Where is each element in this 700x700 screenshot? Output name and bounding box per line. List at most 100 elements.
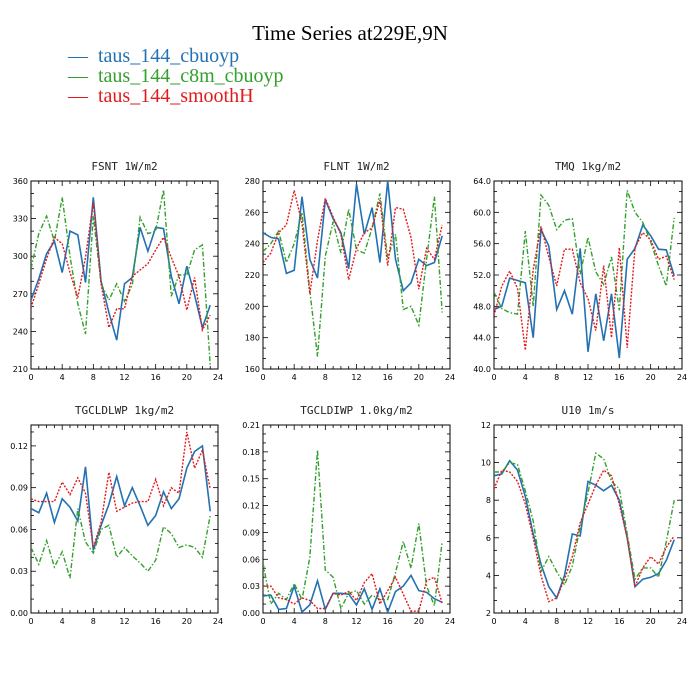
series-line — [31, 508, 211, 579]
series-line — [31, 444, 211, 551]
x-tick-label: 20 — [182, 373, 192, 382]
y-tick-label: 0.06 — [10, 525, 28, 534]
series-line — [263, 190, 443, 294]
y-tick-label: 360 — [13, 177, 28, 186]
y-tick-label: 44.0 — [473, 334, 491, 343]
series-line — [31, 189, 211, 366]
x-tick-label: 16 — [614, 617, 624, 626]
legend-label: taus_144_smoothH — [98, 85, 254, 107]
x-tick-label: 4 — [523, 373, 528, 382]
y-tick-label: 160 — [245, 365, 260, 374]
x-tick-label: 20 — [414, 617, 424, 626]
series-line — [31, 431, 211, 548]
series-line — [263, 193, 443, 357]
series-line — [31, 202, 211, 333]
y-tick-label: 0.12 — [242, 502, 260, 511]
x-tick-label: 12 — [583, 617, 593, 626]
y-tick-label: 200 — [245, 302, 260, 311]
y-tick-label: 0.00 — [242, 609, 260, 618]
figure-title: Time Series at229E,9N — [252, 21, 448, 45]
series-line — [494, 226, 675, 351]
chart-panel: TGCLDLWP 1kg/m2 0 4 8 12 16 20 24 0.00 0.03 0.06 0.… — [10, 404, 223, 626]
legend-label: taus_144_c8m_cbuoyp — [98, 65, 284, 87]
x-tick-label: 24 — [445, 373, 455, 382]
y-tick-label: 0.00 — [10, 609, 28, 618]
y-tick-label: 0.09 — [242, 528, 260, 537]
chart-panel: TGCLDIWP 1.0kg/m2 0 4 8 12 16 20 24 0.00 0.03 0.06… — [242, 404, 455, 626]
y-tick-label: 270 — [13, 290, 28, 299]
x-tick-label: 16 — [614, 373, 624, 382]
x-tick-label: 24 — [677, 373, 687, 382]
x-tick-label: 4 — [292, 617, 297, 626]
y-tick-label: 0.03 — [242, 582, 260, 591]
series-line — [494, 223, 675, 359]
y-tick-label: 0.18 — [242, 448, 260, 457]
y-tick-label: 10 — [481, 459, 491, 468]
y-tick-label: 0.21 — [242, 421, 260, 430]
x-tick-label: 8 — [323, 617, 328, 626]
legend-marker: — — [67, 65, 89, 87]
x-tick-label: 16 — [383, 373, 393, 382]
y-tick-label: 8 — [486, 496, 491, 505]
x-tick-label: 0 — [28, 617, 33, 626]
x-tick-label: 4 — [60, 373, 65, 382]
x-tick-label: 20 — [182, 617, 192, 626]
x-tick-label: 12 — [583, 373, 593, 382]
x-tick-label: 24 — [445, 617, 455, 626]
y-tick-label: 280 — [245, 177, 260, 186]
legend-item: — taus_144_c8m_cbuoyp — [67, 65, 284, 87]
legend-label: taus_144_cbuoyp — [98, 45, 239, 67]
chart-panel: TMQ 1kg/m2 0 4 8 12 16 20 24 40.0 44.0 48.0 52.0 56.… — [473, 160, 687, 382]
x-tick-label: 16 — [383, 617, 393, 626]
x-tick-label: 8 — [554, 617, 559, 626]
x-tick-label: 16 — [151, 617, 161, 626]
x-tick-label: 24 — [677, 617, 687, 626]
x-tick-label: 12 — [119, 373, 129, 382]
y-tick-label: 12 — [481, 421, 491, 430]
x-tick-label: 4 — [523, 617, 528, 626]
series-line — [494, 452, 675, 587]
y-tick-label: 48.0 — [473, 302, 491, 311]
series-line — [494, 190, 675, 316]
y-tick-label: 52.0 — [473, 271, 491, 280]
legend-item: — taus_144_smoothH — [67, 85, 254, 107]
y-tick-label: 330 — [13, 215, 28, 224]
series-line — [263, 573, 443, 613]
chart-grid: FSNT 1W/m20 4 8 12 16 20 24210240270300330360F… — [10, 160, 687, 626]
panel-title: U10 1m/s — [562, 404, 615, 417]
chart-panel: FLNT 1W/m2 0 4 8 12 16 20 24 160 180 200 220 240 260 2… — [245, 160, 455, 382]
y-tick-label: 260 — [245, 208, 260, 217]
x-tick-label: 0 — [491, 373, 496, 382]
y-tick-label: 210 — [13, 365, 28, 374]
x-tick-label: 8 — [91, 373, 96, 382]
legend-marker: — — [67, 45, 89, 67]
x-tick-label: 12 — [351, 617, 361, 626]
y-tick-label: 0.06 — [242, 555, 260, 564]
y-tick-label: 0.09 — [10, 484, 28, 493]
x-tick-label: 24 — [213, 373, 223, 382]
series-line — [263, 450, 443, 611]
x-tick-label: 4 — [292, 373, 297, 382]
chart-panel: FSNT 1W/m2 0 4 8 12 16 20 24 210 240 270 300 330 360 — [13, 160, 223, 382]
y-tick-label: 60.0 — [473, 208, 491, 217]
y-tick-label: 240 — [245, 240, 260, 249]
panel-title: TMQ 1kg/m2 — [555, 160, 621, 173]
x-tick-label: 0 — [260, 617, 265, 626]
x-tick-label: 20 — [414, 373, 424, 382]
panel-title: TGCLDIWP 1.0kg/m2 — [300, 404, 413, 417]
legend-item: — taus_144_cbuoyp — [67, 45, 239, 67]
y-tick-label: 0.12 — [10, 442, 28, 451]
x-tick-label: 12 — [351, 373, 361, 382]
legend-marker: — — [67, 85, 89, 107]
y-tick-label: 0.15 — [242, 475, 260, 484]
y-tick-label: 6 — [486, 534, 491, 543]
x-tick-label: 12 — [119, 617, 129, 626]
series-line — [31, 197, 211, 341]
x-tick-label: 20 — [646, 373, 656, 382]
y-tick-label: 2 — [486, 609, 491, 618]
x-tick-label: 8 — [323, 373, 328, 382]
y-tick-label: 4 — [486, 571, 491, 580]
y-tick-label: 40.0 — [473, 365, 491, 374]
panel-title: FLNT 1W/m2 — [323, 160, 389, 173]
